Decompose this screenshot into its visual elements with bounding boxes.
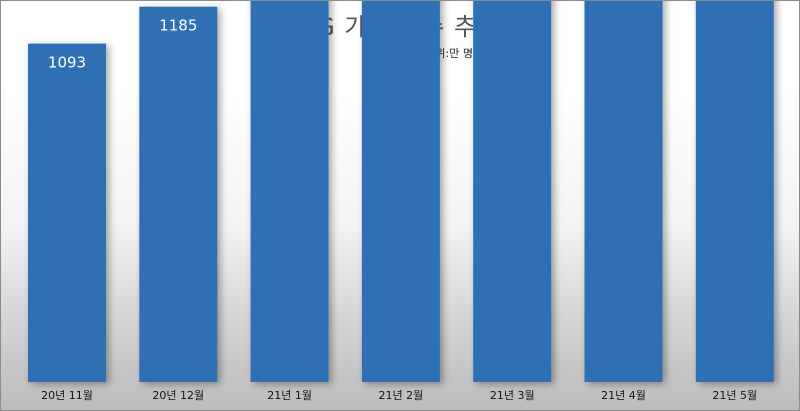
category-labels-layer: 20년 11월 20년 12월 21년 1월 21년 2월 21년 3월 21년 4월 21… <box>41 389 757 402</box>
value-label-1: 1093 <box>48 54 86 72</box>
category-label-2: 20년 12월 <box>152 389 204 402</box>
category-label-4: 21년 2월 <box>379 389 424 402</box>
category-label-3: 21년 1월 <box>267 389 312 402</box>
bar-6 <box>584 1 663 382</box>
category-label-1: 20년 11월 <box>41 389 93 402</box>
category-label-6: 21년 4월 <box>601 389 646 402</box>
value-labels-layer: 1093118512871366144815151584 <box>48 17 197 72</box>
bars-layer <box>28 1 774 383</box>
bar-2 <box>139 6 218 382</box>
value-label-2: 1185 <box>159 17 197 35</box>
bar-7 <box>695 1 774 382</box>
bar-4 <box>361 1 440 382</box>
bar-1 <box>28 43 106 382</box>
category-label-5: 21년 3월 <box>490 389 535 402</box>
bar-3 <box>250 1 329 383</box>
bar-5 <box>473 1 552 383</box>
category-label-7: 21년 5월 <box>712 389 757 402</box>
